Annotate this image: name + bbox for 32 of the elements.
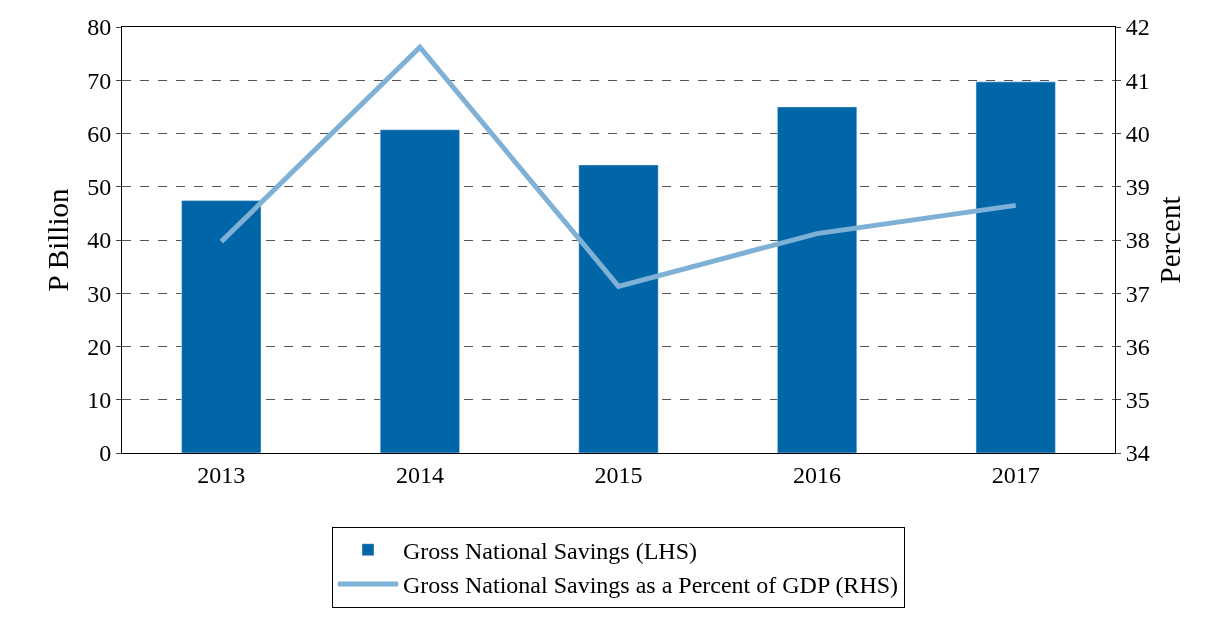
bar (578, 164, 659, 453)
legend-label: Gross National Savings as a Percent of GDP (RHS) (403, 572, 899, 599)
x-tick-label: 2017 (991, 461, 1040, 488)
bar (379, 129, 460, 453)
y2-tick-label: 37 (1125, 280, 1150, 307)
bar (975, 81, 1056, 453)
y-tick-label: 60 (87, 120, 112, 147)
y2-tick-label: 39 (1125, 174, 1150, 201)
bar (181, 200, 262, 453)
y-axis-title: P Billion (41, 188, 74, 292)
y-tick-label: 80 (87, 14, 112, 41)
x-tick-label: 2015 (594, 461, 643, 488)
y-tick-label: 70 (87, 67, 112, 94)
y2-tick-label: 34 (1125, 440, 1150, 467)
x-tick-label: 2013 (197, 461, 246, 488)
bar (777, 106, 858, 453)
y-tick-label: 30 (87, 280, 112, 307)
y2-tick-label: 36 (1125, 333, 1150, 360)
x-tick-label: 2016 (793, 461, 842, 488)
y2-tick-label: 35 (1125, 387, 1150, 414)
x-tick-label: 2014 (395, 461, 444, 488)
y2-axis-title: Percent (1153, 196, 1186, 284)
y2-tick-label: 40 (1125, 120, 1150, 147)
y-tick-label: 50 (87, 174, 112, 201)
y-tick-label: 40 (87, 227, 112, 254)
y2-tick-label: 42 (1125, 14, 1150, 41)
y-tick-label: 0 (99, 440, 112, 467)
y-tick-label: 20 (87, 333, 112, 360)
y2-tick-label: 41 (1125, 67, 1150, 94)
legend-label: Gross National Savings (LHS) (403, 538, 697, 565)
y2-tick-label: 38 (1125, 227, 1150, 254)
y-tick-label: 10 (87, 387, 112, 414)
